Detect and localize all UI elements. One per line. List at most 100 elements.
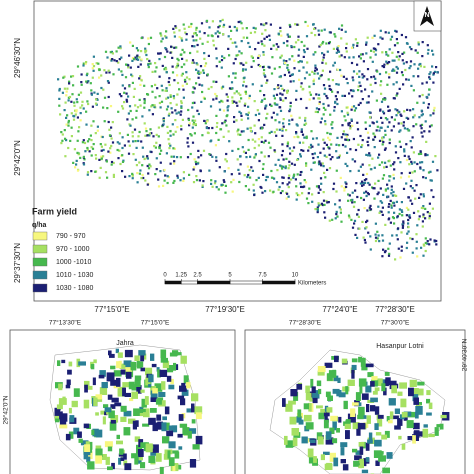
yield-pixel (384, 189, 387, 192)
yield-pixel (100, 157, 103, 160)
yield-pixel (81, 104, 84, 107)
yield-pixel (426, 412, 432, 416)
scale-label: 2.5 (193, 273, 202, 279)
yield-pixel (61, 413, 68, 422)
yield-pixel (383, 97, 386, 100)
yield-pixel (183, 78, 187, 81)
yield-pixel (123, 91, 126, 94)
yield-pixel (134, 104, 137, 107)
yield-pixel (424, 154, 427, 157)
yield-pixel (396, 67, 399, 70)
yield-pixel (152, 135, 155, 138)
yield-pixel (157, 178, 160, 181)
yield-pixel (233, 120, 236, 123)
yield-pixel (349, 199, 353, 202)
yield-pixel (166, 105, 170, 108)
yield-pixel (426, 153, 429, 157)
yield-pixel (107, 95, 110, 99)
yield-pixel (318, 160, 321, 163)
yield-pixel (133, 87, 136, 90)
yield-pixel (243, 174, 246, 177)
yield-pixel (123, 101, 126, 104)
yield-pixel (171, 111, 174, 114)
yield-pixel (118, 132, 121, 135)
yield-pixel (121, 105, 124, 108)
scale-label: 5 (228, 273, 232, 279)
yield-pixel (333, 375, 339, 382)
yield-pixel (334, 217, 337, 220)
yield-pixel (411, 187, 414, 190)
yield-pixel (195, 82, 198, 85)
yield-pixel (280, 84, 283, 87)
yield-pixel (230, 173, 233, 176)
yield-pixel (65, 139, 68, 142)
yield-pixel (361, 181, 364, 185)
yield-pixel (354, 233, 357, 236)
yield-pixel (76, 139, 79, 142)
yield-pixel (329, 427, 335, 434)
yield-pixel (358, 70, 361, 73)
yield-pixel (163, 168, 166, 172)
yield-pixel (121, 73, 124, 76)
yield-pixel (232, 72, 235, 75)
yield-pixel (398, 55, 401, 58)
yield-pixel (387, 109, 390, 112)
yield-pixel (393, 194, 396, 197)
yield-pixel (288, 164, 291, 167)
yield-pixel (374, 406, 380, 415)
yield-pixel (240, 118, 243, 121)
yield-pixel (326, 97, 329, 100)
yield-pixel (292, 174, 295, 177)
yield-pixel (215, 159, 218, 162)
yield-pixel (197, 112, 200, 116)
yield-pixel (210, 34, 213, 37)
yield-pixel (67, 124, 70, 127)
yield-pixel (95, 98, 98, 101)
yield-pixel (143, 157, 146, 161)
yield-pixel (260, 127, 264, 130)
yield-pixel (188, 78, 191, 81)
yield-pixel (188, 122, 191, 125)
yield-pixel (237, 128, 240, 131)
yield-pixel (332, 187, 335, 191)
inset-y-coord-label: 29°42'0"N (2, 395, 10, 424)
yield-pixel (100, 86, 103, 90)
yield-pixel (418, 196, 421, 199)
yield-pixel (374, 77, 377, 80)
yield-pixel (390, 206, 393, 209)
yield-pixel (191, 106, 194, 109)
yield-pixel (177, 395, 185, 400)
yield-pixel (405, 78, 408, 81)
yield-pixel (312, 23, 315, 26)
yield-pixel (224, 184, 227, 187)
yield-pixel (193, 132, 196, 135)
yield-pixel (179, 385, 187, 392)
yield-pixel (290, 162, 294, 165)
yield-pixel (393, 204, 396, 207)
yield-pixel (381, 136, 384, 139)
yield-pixel (361, 184, 364, 187)
yield-pixel (343, 94, 346, 97)
yield-pixel (194, 123, 197, 126)
yield-pixel (57, 360, 61, 366)
yield-pixel (239, 93, 242, 96)
yield-pixel (432, 195, 435, 199)
yield-pixel (186, 156, 190, 159)
yield-pixel (374, 236, 378, 239)
yield-pixel (318, 163, 321, 166)
yield-pixel (123, 144, 126, 147)
yield-pixel (386, 195, 389, 198)
yield-pixel (124, 392, 131, 397)
yield-pixel (173, 147, 176, 150)
yield-pixel (74, 113, 77, 116)
yield-pixel (62, 76, 65, 79)
yield-pixel (288, 108, 292, 111)
yield-pixel (340, 54, 343, 57)
yield-pixel (388, 203, 391, 206)
yield-pixel (375, 129, 378, 132)
yield-pixel (192, 121, 196, 124)
yield-pixel (315, 93, 318, 96)
yield-pixel (366, 78, 369, 81)
yield-pixel (385, 71, 388, 74)
yield-pixel (273, 88, 276, 91)
